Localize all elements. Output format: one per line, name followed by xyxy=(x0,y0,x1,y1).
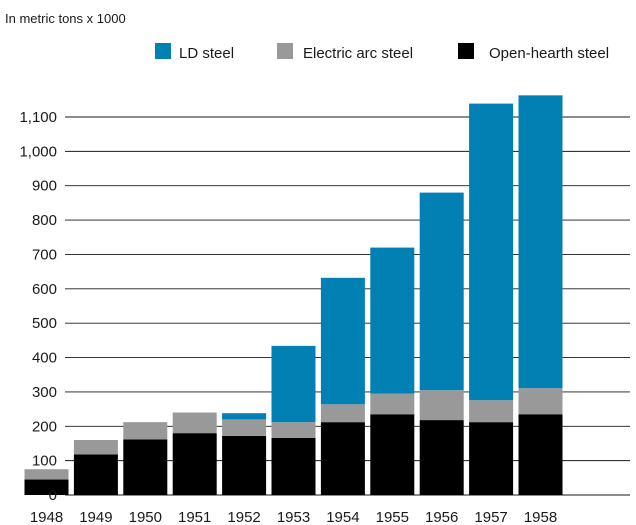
x-tick-label: 1953 xyxy=(277,509,310,525)
bar-segment xyxy=(123,422,168,440)
bar-segment xyxy=(172,412,217,434)
y-axis: 0 100 200 300 400 500 600 700 800 900 1,000 1,100 xyxy=(19,109,57,504)
bar-segment xyxy=(469,103,514,401)
bar-segment xyxy=(370,247,415,394)
bar-segment xyxy=(222,419,267,436)
bar-segment xyxy=(24,479,69,495)
y-tick-label: 900 xyxy=(32,178,57,195)
legend-label: Open-hearth steel xyxy=(489,45,609,62)
legend-swatch xyxy=(458,43,474,59)
bars xyxy=(24,95,563,495)
bar-segment xyxy=(271,345,316,423)
x-tick-label: 1955 xyxy=(376,509,409,525)
y-tick-label: 200 xyxy=(32,418,57,435)
bar-segment xyxy=(123,439,168,495)
x-tick-label: 1954 xyxy=(326,509,359,525)
y-tick-label: 500 xyxy=(32,315,57,332)
bar-segment xyxy=(419,420,464,495)
y-tick-label: 400 xyxy=(32,350,57,367)
legend-label: Electric arc steel xyxy=(303,45,413,62)
x-tick-label: 1951 xyxy=(178,509,211,525)
legend-swatch xyxy=(155,43,171,59)
bar-segment xyxy=(469,422,514,495)
bar-segment xyxy=(172,433,217,495)
bar-segment xyxy=(518,95,563,389)
legend-swatch xyxy=(277,43,293,59)
bar-segment xyxy=(73,454,118,495)
y-tick-label: 0 xyxy=(49,487,57,504)
bar-segment xyxy=(320,404,365,423)
x-tick-label: 1956 xyxy=(425,509,458,525)
bar-segment xyxy=(469,400,514,423)
bar-segment xyxy=(222,435,267,495)
x-tick-label: 1958 xyxy=(524,509,557,525)
bar-segment xyxy=(271,437,316,495)
bar-segment xyxy=(271,422,316,438)
bar-segment xyxy=(518,388,563,415)
x-tick-label: 1957 xyxy=(474,509,507,525)
x-tick-label: 1949 xyxy=(79,509,112,525)
bar-segment xyxy=(419,192,464,391)
x-axis: 1948 1949 1950 1951 1952 1953 1954 1955 1956 1957… xyxy=(30,509,557,525)
x-tick-label: 1950 xyxy=(129,509,162,525)
bar-segment xyxy=(222,413,267,420)
x-tick-label: 1952 xyxy=(227,509,260,525)
bar-segment xyxy=(370,393,415,415)
bar-segment xyxy=(370,414,415,495)
y-tick-label: 700 xyxy=(32,246,57,263)
y-tick-label: 100 xyxy=(32,453,57,470)
legend-label: LD steel xyxy=(179,45,234,62)
y-tick-label: 1,000 xyxy=(19,143,57,160)
bar-segment xyxy=(73,440,118,455)
legend: LD steel Electric arc steel Open-hearth st… xyxy=(155,43,609,62)
bar-segment xyxy=(419,390,464,421)
bar-segment xyxy=(518,414,563,495)
y-tick-label: 1,100 xyxy=(19,109,57,126)
bar-segment xyxy=(320,277,365,405)
unit-label: In metric tons x 1000 xyxy=(5,11,126,26)
y-tick-label: 600 xyxy=(32,281,57,298)
bar-segment xyxy=(24,469,69,480)
bar-segment xyxy=(320,422,365,495)
y-tick-label: 300 xyxy=(32,384,57,401)
y-tick-label: 800 xyxy=(32,212,57,229)
x-tick-label: 1948 xyxy=(30,509,63,525)
